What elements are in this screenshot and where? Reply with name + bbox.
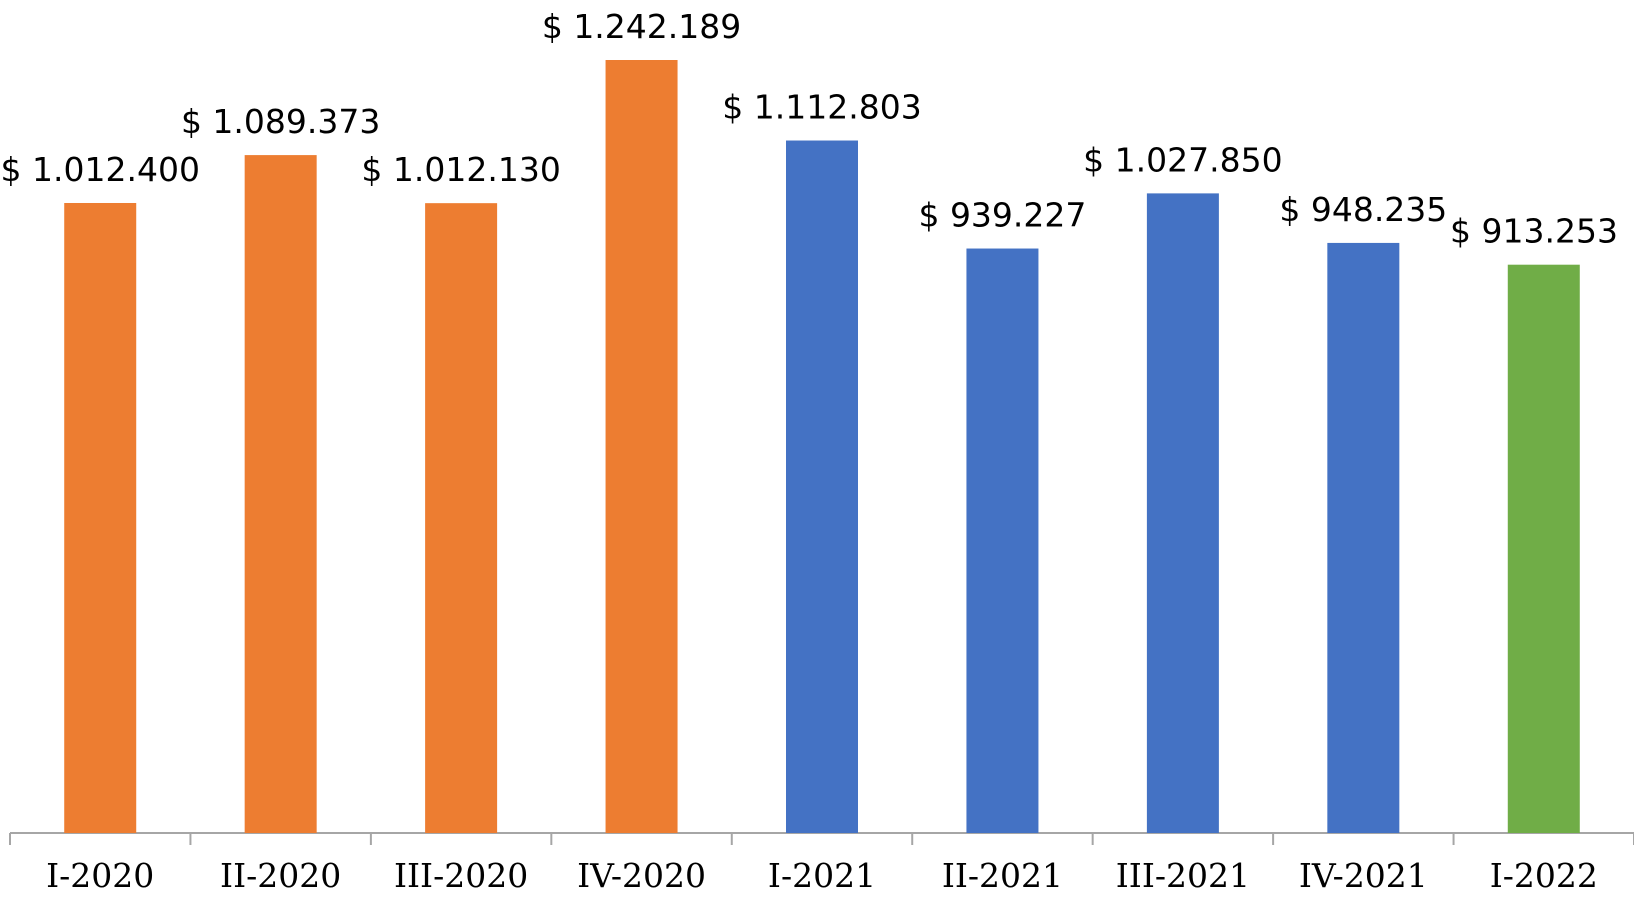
bar	[425, 203, 498, 833]
x-tick-label: IV-2021	[1299, 856, 1428, 895]
x-tick-label: III-2020	[394, 856, 528, 895]
x-tick-label: I-2022	[1490, 856, 1598, 895]
x-tick-label: III-2021	[1116, 856, 1250, 895]
data-label: $ 913.253	[1450, 212, 1618, 251]
bar	[966, 248, 1039, 833]
data-label: $ 1.112.803	[722, 88, 921, 127]
data-label: $ 1.242.189	[542, 7, 741, 46]
data-label: $ 1.012.400	[1, 150, 200, 189]
x-tick-label: II-2021	[942, 856, 1063, 895]
bar	[1327, 242, 1400, 834]
data-label: $ 939.227	[918, 196, 1086, 235]
bar	[1507, 264, 1580, 833]
bar	[1146, 193, 1219, 833]
data-label: $ 1.027.850	[1083, 140, 1282, 179]
x-tick-label: II-2020	[220, 856, 341, 895]
data-label: $ 1.012.130	[361, 150, 560, 189]
bar	[786, 140, 858, 833]
data-label: $ 1.089.373	[181, 102, 380, 141]
bar	[244, 155, 317, 833]
x-tick-label: I-2021	[768, 856, 876, 895]
bar	[605, 60, 678, 833]
x-tick-label: IV-2020	[577, 856, 706, 895]
x-tick-label: I-2020	[46, 856, 154, 895]
bar	[64, 202, 137, 834]
data-label: $ 948.235	[1279, 190, 1447, 229]
